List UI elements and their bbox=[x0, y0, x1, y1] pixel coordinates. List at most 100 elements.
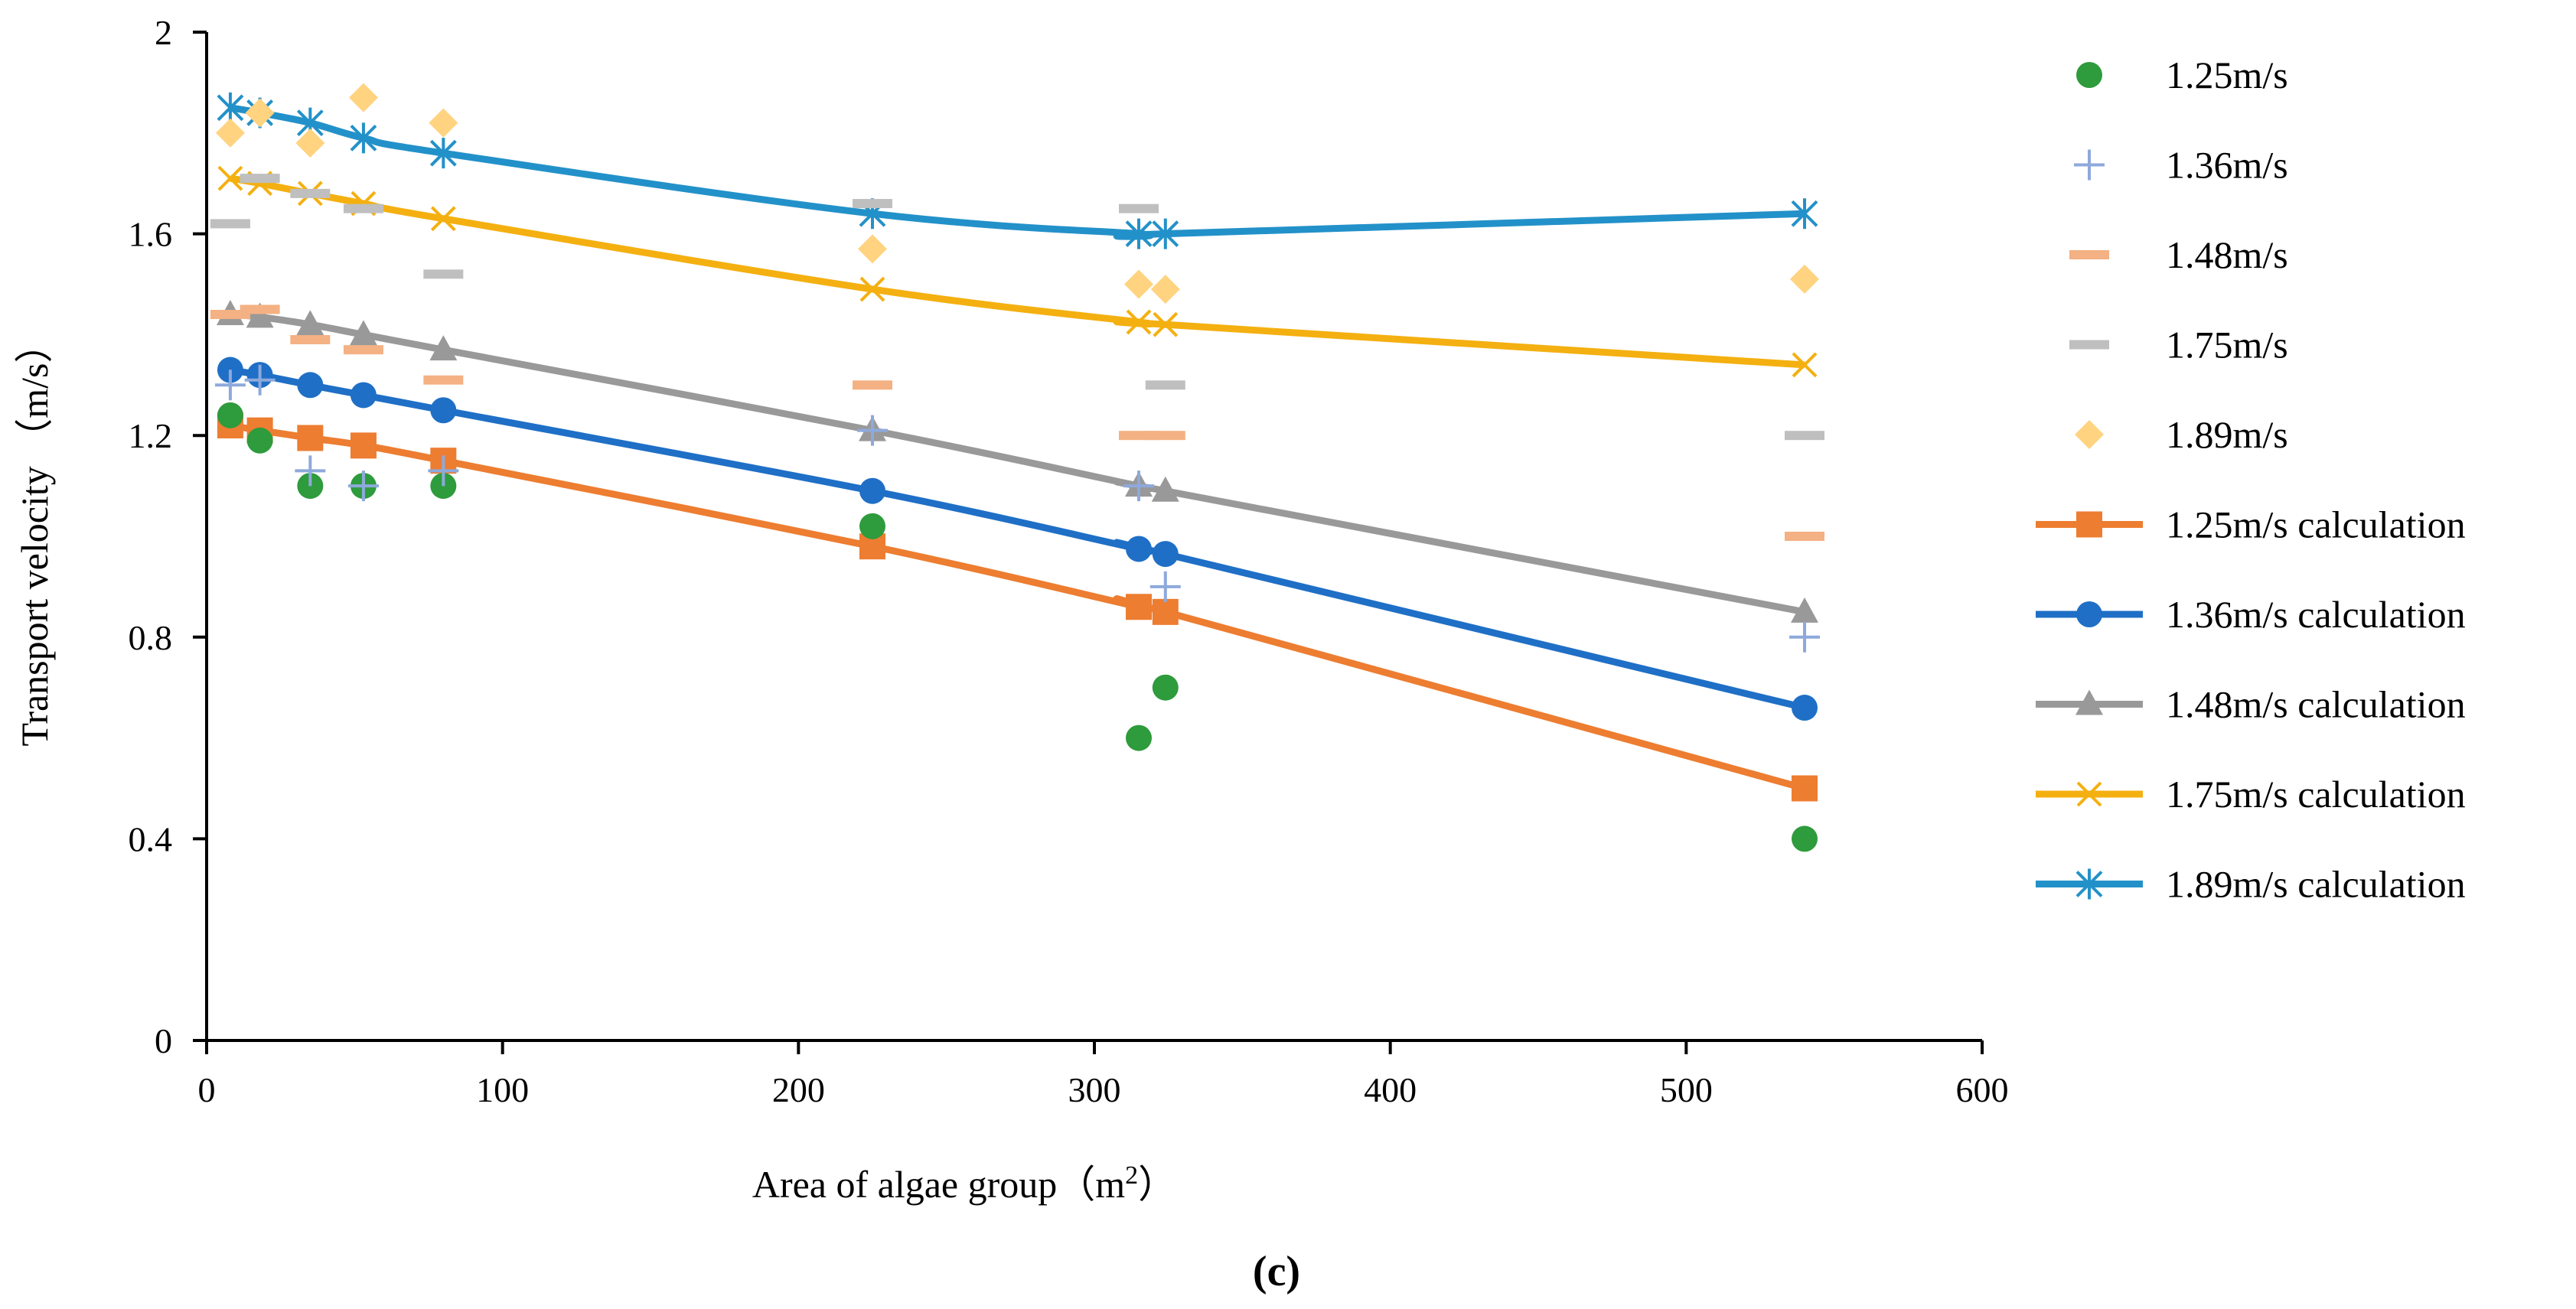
data-point-1-25m-s-calculation bbox=[350, 432, 377, 459]
legend-item-1-25m-s: 1.25m/s bbox=[2076, 54, 2288, 96]
legend-item-1-89m-s: 1.89m/s bbox=[2075, 413, 2288, 456]
data-point-1-89m-s bbox=[215, 118, 245, 148]
x-axis-title-close: ） bbox=[1138, 1163, 1176, 1206]
legend-label-1-36m-s-calculation: 1.36m/s calculation bbox=[2166, 593, 2466, 636]
data-point-1-75m-s bbox=[343, 204, 383, 213]
panel-label: (c) bbox=[1253, 1248, 1300, 1295]
x-tick-label: 400 bbox=[1364, 1070, 1417, 1109]
data-point-1-36m-s-calculation bbox=[859, 477, 885, 504]
data-point-1-48m-s bbox=[343, 345, 383, 355]
data-point-1-89m-s-calculation bbox=[350, 122, 377, 154]
data-point-1-25m-s bbox=[1126, 725, 1152, 751]
data-point-1-75m-s bbox=[853, 199, 892, 209]
data-point-1-36m-s-calculation bbox=[1126, 536, 1152, 562]
legend: 1.25m/s 1.36m/s 1.48m/s 1.75m/s 1.89m/s 1.25m… bbox=[2036, 54, 2466, 906]
series-1-89m-s bbox=[215, 83, 1819, 304]
data-point-1-25m-s-calculation bbox=[1792, 775, 1818, 802]
legend-label-1-75m-s-calculation: 1.75m/s calculation bbox=[2166, 773, 2466, 816]
series-1-36m-s bbox=[214, 364, 1820, 653]
legend-marker-1-89m-s-calculation bbox=[2075, 868, 2103, 900]
data-point-1-36m-s bbox=[428, 455, 459, 487]
legend-item-1-25m-s-calculation: 1.25m/s calculation bbox=[2036, 503, 2466, 546]
data-point-1-25m-s bbox=[859, 513, 885, 539]
data-point-1-25m-s-calculation bbox=[1152, 598, 1179, 625]
legend-item-1-36m-s: 1.36m/s bbox=[2074, 144, 2288, 187]
data-point-1-25m-s bbox=[246, 427, 273, 454]
x-tick-label: 300 bbox=[1068, 1070, 1121, 1109]
data-point-1-36m-s bbox=[1123, 471, 1154, 502]
data-point-1-36m-s bbox=[347, 471, 379, 502]
data-point-1-48m-s-calculation bbox=[246, 302, 274, 328]
y-ticks: 0 0.4 0.8 1.2 1.6 2 bbox=[129, 13, 207, 1060]
data-point-1-36m-s-calculation bbox=[1792, 695, 1818, 721]
data-point-1-75m-s bbox=[210, 219, 250, 229]
data-point-1-75m-s-calculation bbox=[1126, 309, 1152, 335]
y-tick-label: 1.6 bbox=[129, 215, 173, 254]
data-point-1-48m-s-calculation bbox=[296, 310, 324, 336]
legend-marker-1-25m-s bbox=[2076, 62, 2102, 88]
legend-label-1-36m-s: 1.36m/s bbox=[2166, 144, 2288, 187]
data-point-1-36m-s bbox=[857, 415, 888, 446]
legend-label-1-48m-s: 1.48m/s bbox=[2166, 233, 2288, 276]
data-point-1-36m-s-calculation bbox=[297, 372, 324, 399]
data-point-1-75m-s-calculation bbox=[1153, 311, 1179, 337]
legend-marker-1-36m-s bbox=[2074, 149, 2105, 181]
data-point-1-36m-s bbox=[295, 455, 326, 487]
data-point-1-36m-s-calculation bbox=[1152, 541, 1179, 568]
data-point-1-89m-s bbox=[295, 128, 325, 158]
data-point-1-48m-s bbox=[1145, 431, 1185, 441]
data-point-1-75m-s-calculation bbox=[859, 276, 885, 302]
data-point-1-36m-s-calculation bbox=[430, 397, 457, 424]
y-tick-label: 0.4 bbox=[129, 819, 173, 858]
data-point-1-75m-s-calculation bbox=[1792, 352, 1818, 378]
x-tick-label: 500 bbox=[1660, 1070, 1713, 1109]
y-tick-label: 1.2 bbox=[129, 416, 173, 455]
data-point-1-89m-s bbox=[1150, 275, 1180, 304]
data-point-1-89m-s bbox=[858, 234, 887, 264]
data-point-1-75m-s bbox=[1785, 431, 1824, 441]
data-point-1-89m-s bbox=[429, 108, 458, 138]
y-tick-label: 0 bbox=[155, 1021, 172, 1060]
data-point-1-36m-s bbox=[244, 364, 276, 396]
legend-item-1-75m-s: 1.75m/s bbox=[2069, 324, 2288, 366]
data-point-1-25m-s bbox=[1152, 674, 1179, 701]
data-point-1-89m-s bbox=[1124, 269, 1153, 299]
data-point-1-75m-s-calculation bbox=[430, 206, 456, 232]
legend-marker-1-75m-s bbox=[2069, 340, 2109, 350]
legend-item-1-48m-s-calculation: 1.48m/s calculation bbox=[2036, 683, 2466, 726]
data-point-1-48m-s bbox=[290, 334, 331, 344]
data-point-1-75m-s bbox=[1119, 204, 1159, 213]
data-point-1-75m-s bbox=[1145, 380, 1185, 390]
data-point-1-89m-s-calculation bbox=[429, 138, 457, 169]
series-line-1-75m-s-calculation bbox=[230, 174, 1805, 369]
series-line-1-36m-s-calculation bbox=[230, 366, 1806, 711]
data-point-1-48m-s-calculation bbox=[1151, 476, 1179, 502]
y-axis-title: Transport velocity （m/s） bbox=[13, 325, 56, 747]
data-point-1-89m-s-calculation bbox=[1152, 218, 1179, 249]
data-point-1-48m-s-calculation bbox=[1791, 597, 1818, 623]
series-line-1-25m-s-calculation bbox=[230, 422, 1806, 792]
data-point-1-36m-s bbox=[1149, 571, 1181, 602]
data-point-1-25m-s-calculation bbox=[1126, 594, 1152, 620]
legend-marker-1-36m-s-calculation bbox=[2076, 601, 2102, 627]
legend-label-1-25m-s-calculation: 1.25m/s calculation bbox=[2166, 503, 2466, 546]
x-ticks: 0 100 200 300 400 500 600 bbox=[198, 1040, 2009, 1109]
data-point-1-75m-s bbox=[423, 269, 464, 279]
series-layer bbox=[210, 83, 1824, 852]
series-line-1-89m-s-calculation bbox=[230, 104, 1805, 240]
legend-item-1-48m-s: 1.48m/s bbox=[2069, 233, 2288, 276]
data-point-1-48m-s bbox=[423, 375, 464, 385]
legend-marker-1-89m-s bbox=[2075, 420, 2104, 449]
data-point-1-36m-s bbox=[214, 370, 246, 401]
x-axis-title: Area of algae group（m2） bbox=[752, 1161, 1176, 1206]
legend-marker-1-75m-s-calculation bbox=[2076, 781, 2102, 807]
data-point-1-89m-s-calculation bbox=[1791, 198, 1818, 230]
data-point-1-89m-s bbox=[245, 98, 275, 128]
x-tick-label: 0 bbox=[198, 1070, 216, 1109]
legend-marker-1-25m-s-calculation bbox=[2076, 511, 2102, 538]
data-point-1-89m-s-calculation bbox=[1125, 218, 1153, 249]
legend-marker-1-48m-s-calculation bbox=[2075, 689, 2103, 715]
series-1-36m-s-calculation bbox=[217, 357, 1818, 721]
data-point-1-36m-s-calculation bbox=[350, 382, 377, 409]
legend-label-1-89m-s: 1.89m/s bbox=[2166, 413, 2288, 456]
